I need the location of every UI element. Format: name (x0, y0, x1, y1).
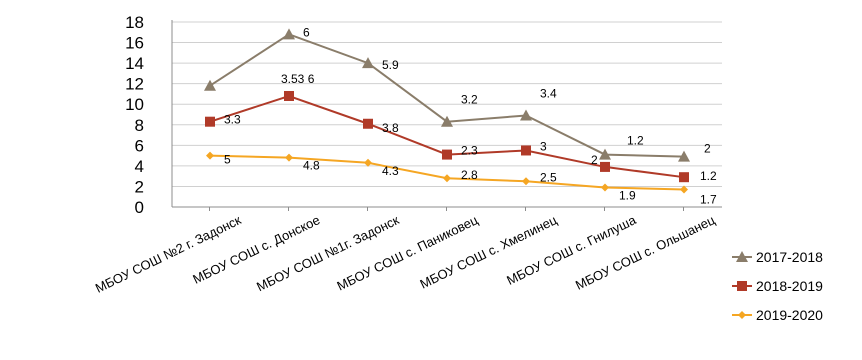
data-label: 2.3 (461, 144, 478, 158)
series-line (209, 33, 685, 158)
square-marker (521, 145, 531, 156)
diamond-marker (285, 153, 293, 162)
diamond-marker (680, 185, 688, 194)
triangle-marker (736, 251, 748, 262)
triangle-marker (283, 28, 295, 40)
square-marker (600, 161, 610, 172)
data-label: 3.8 (382, 121, 399, 135)
square-marker (363, 118, 373, 129)
legend-label: 2017-2018 (756, 249, 823, 265)
legend-entry: 2018-2019 (732, 278, 823, 294)
axes (171, 20, 722, 211)
y-tick-label: 16 (125, 34, 144, 53)
y-tick-label: 8 (135, 116, 144, 135)
data-label: 3 (540, 139, 547, 153)
data-label: 6 (303, 25, 310, 39)
data-labels: 6 5.9 3.2 3.4 1.2 2 3.3 3.53 6 3.8 2.3 3 2 1.2 5 4.8 4.… (224, 25, 717, 206)
data-label: 2.8 (461, 168, 478, 182)
data-label: 1.9 (619, 188, 636, 202)
triangle-marker (520, 109, 532, 121)
x-tick-label: МБОУ СОШ с. Паниковец (335, 212, 481, 294)
square-marker (737, 281, 747, 291)
diamond-marker (522, 177, 530, 186)
series-lines (204, 28, 690, 194)
data-label: 4.3 (382, 164, 399, 178)
y-tick-label: 2 (135, 177, 144, 196)
data-label: 5.9 (382, 58, 399, 72)
square-marker (442, 149, 452, 160)
data-label: 3.3 (224, 113, 241, 127)
series-2018-2019 (205, 91, 689, 183)
data-label: 1.2 (627, 134, 644, 148)
x-tick-label: МБОУ СОШ с. Хмелинец (417, 212, 559, 292)
x-tick-label: МБОУ СОШ с. Донское (190, 212, 322, 287)
series-line (209, 154, 685, 191)
y-tick-label: 6 (135, 136, 144, 155)
diamond-marker (601, 183, 609, 192)
diamond-marker (738, 311, 746, 319)
y-tick-label: 4 (135, 157, 144, 176)
diamond-marker (364, 158, 372, 167)
data-label: 3.4 (540, 87, 557, 101)
legend-entry: 2017-2018 (732, 249, 823, 265)
legend-label: 2018-2019 (756, 278, 823, 294)
data-label: 1.7 (700, 193, 717, 207)
data-label: 2 (591, 153, 598, 167)
x-tick-label: МБОУ СОШ №2 г. Задонск (93, 212, 244, 296)
legend: 2017-2018 2018-2019 2019-2020 (732, 249, 823, 323)
data-label: 3.53 6 (281, 72, 315, 86)
triangle-marker (678, 150, 690, 162)
y-tick-label: 14 (125, 54, 144, 73)
series-line (209, 94, 685, 179)
x-tick-label: МБОУ СОШ №1г. Задонск (254, 212, 401, 294)
data-label: 5 (224, 153, 231, 167)
square-marker (679, 172, 689, 183)
square-marker (205, 116, 215, 127)
data-label: 2.5 (540, 170, 557, 184)
triangle-marker (204, 79, 216, 91)
series-2017-2018 (204, 28, 690, 162)
triangle-marker (441, 115, 453, 127)
data-label: 1.2 (700, 169, 717, 183)
diamond-marker (443, 174, 451, 183)
x-tick-label: МБОУ СОШ с. Ольшанец (573, 212, 718, 293)
triangle-marker (362, 57, 374, 69)
y-tick-label: 10 (125, 95, 144, 114)
x-tick-label: МБОУ СОШ с. Гнилуша (504, 212, 639, 288)
data-label: 2 (704, 142, 711, 156)
diamond-marker (206, 151, 214, 160)
y-tick-label: 18 (125, 13, 144, 32)
triangle-marker (599, 148, 611, 160)
data-label: 4.8 (303, 159, 320, 173)
legend-entry: 2019-2020 (732, 307, 823, 323)
square-marker (284, 91, 294, 101)
data-label: 3.2 (461, 93, 478, 107)
series-2019-2020 (206, 151, 688, 194)
y-tick-label: 12 (125, 75, 144, 94)
y-tick-label: 0 (135, 198, 144, 217)
legend-label: 2019-2020 (756, 307, 823, 323)
